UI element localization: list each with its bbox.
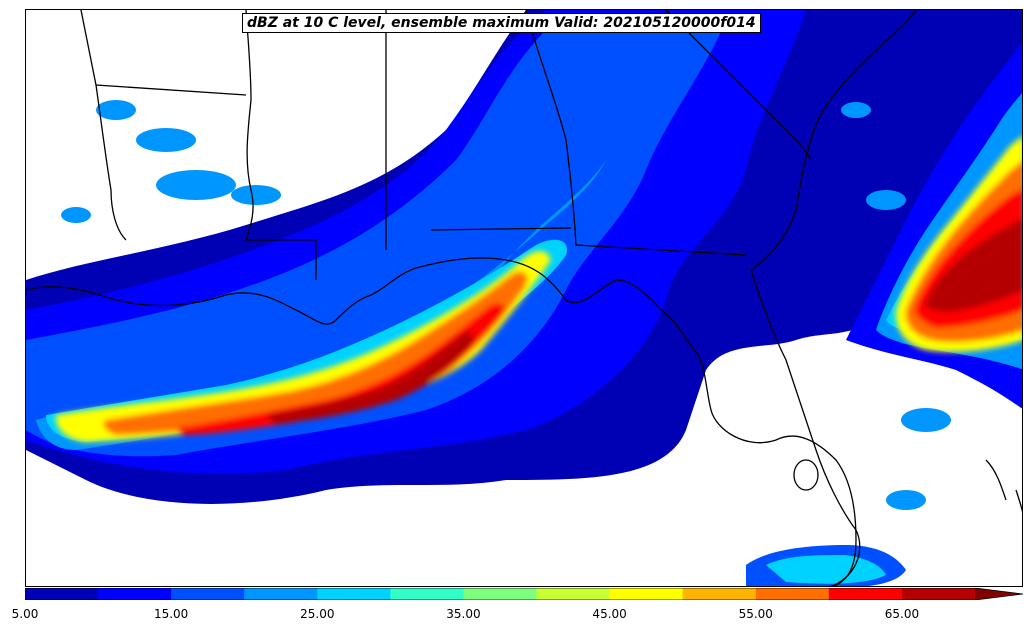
atlantic-coastline — [750, 10, 917, 586]
colorbar-segment — [98, 588, 172, 600]
colorbar-segment — [25, 588, 99, 600]
colorbar-segment — [463, 588, 538, 600]
colorbar-outline — [25, 588, 1024, 600]
colorbar-tick-label: 35.00 — [446, 607, 481, 621]
colorbar-segment — [171, 588, 245, 600]
state-border-ar-la — [95, 84, 127, 241]
gulf-coastline — [26, 257, 857, 586]
colorbar-segment — [609, 588, 684, 600]
state-border-al-ga — [525, 10, 747, 256]
colorbar-segment — [244, 588, 318, 600]
map-panel — [25, 9, 1023, 587]
radar-layer-lightblue — [26, 20, 726, 457]
colorbar-extend-arrow — [975, 588, 1023, 600]
colorbar-segment — [901, 588, 976, 600]
colorbar-tick-label: 55.00 — [738, 607, 773, 621]
map-title: dBZ at 10 C level, ensemble maximum Vali… — [242, 13, 761, 33]
reflectivity-field — [26, 10, 1022, 586]
reflectivity-map — [26, 10, 1022, 586]
squall-line-cores — [55, 250, 551, 442]
scattered-cells — [61, 100, 951, 510]
colorbar-tick-label: 25.00 — [300, 607, 335, 621]
state-border-fl-al — [430, 227, 572, 231]
colorbar-segment — [536, 588, 611, 600]
atlantic-cores — [895, 136, 1022, 352]
geographic-borders — [26, 10, 1022, 586]
colorbar-segment — [682, 588, 757, 600]
colorbar-tick-label: 65.00 — [884, 607, 920, 621]
colorbar-segment — [390, 588, 464, 600]
colorbar-tick-label: 15.00 — [153, 607, 189, 621]
colorbar-segment — [828, 588, 903, 600]
colorbar-segment — [317, 588, 391, 600]
colorbar-segment — [755, 588, 830, 600]
lake-okeechobee — [793, 459, 819, 491]
colorbar — [25, 588, 1024, 600]
state-border-tn — [80, 10, 247, 96]
colorbar-tick-label: 5.00 — [11, 607, 39, 621]
state-border-ga-sc — [665, 10, 812, 161]
colorbar-tick-label: 45.00 — [592, 607, 627, 621]
bahamas-outline — [985, 459, 1022, 512]
state-border-ms-la — [245, 10, 317, 280]
